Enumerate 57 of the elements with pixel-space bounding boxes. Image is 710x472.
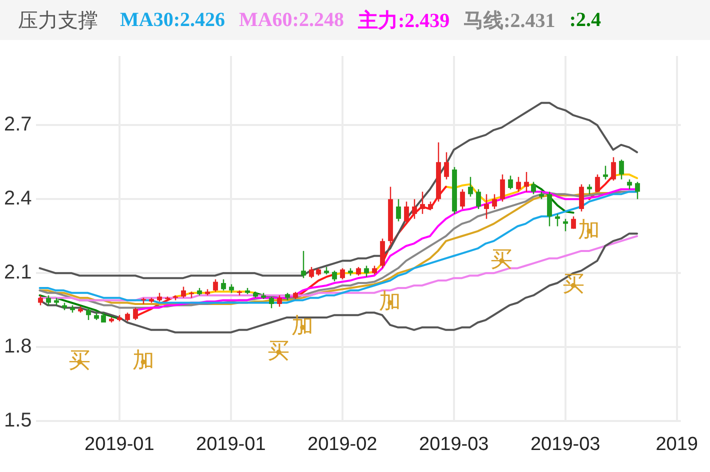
candlestick bbox=[571, 216, 576, 230]
candlestick bbox=[181, 286, 186, 298]
candlestick bbox=[213, 278, 218, 292]
candlestick bbox=[547, 191, 552, 227]
x-tick-label: 2019-01 bbox=[196, 434, 266, 455]
x-tick-label: 2019-01 bbox=[84, 434, 154, 455]
text: :2.4 bbox=[569, 8, 601, 32]
candlestick bbox=[524, 171, 529, 192]
candlestick bbox=[404, 200, 409, 224]
candlestick bbox=[86, 307, 91, 321]
candlestick bbox=[611, 156, 616, 182]
text: MA60:2.248 bbox=[238, 8, 344, 32]
candlestick bbox=[277, 294, 282, 308]
candlestick bbox=[635, 181, 640, 200]
candlestick bbox=[484, 194, 489, 220]
candlestick bbox=[444, 152, 449, 180]
candlestick bbox=[301, 250, 306, 279]
y-tick-label: 2.1 bbox=[4, 262, 32, 284]
text: 马线:2.431 bbox=[464, 8, 556, 34]
x-tick-label: 2019-03 bbox=[530, 434, 600, 455]
candlestick bbox=[476, 188, 481, 210]
candlestick bbox=[619, 159, 624, 180]
candlestick bbox=[309, 266, 314, 279]
candlestick bbox=[38, 294, 43, 306]
candlestick bbox=[555, 213, 560, 227]
candlestick bbox=[508, 175, 513, 190]
candlestick bbox=[133, 307, 138, 321]
y-tick-label: 1.8 bbox=[4, 336, 32, 358]
candlestick bbox=[531, 181, 536, 195]
candlestick bbox=[396, 198, 401, 222]
candlestick bbox=[412, 198, 417, 220]
candlestick bbox=[340, 268, 345, 280]
x-tick-label: 2019-03 bbox=[419, 434, 489, 455]
chart-title: 压力支撑 bbox=[18, 8, 98, 34]
candlestick bbox=[364, 265, 369, 278]
y-tick-label: 1.5 bbox=[4, 410, 32, 432]
candlestick bbox=[332, 270, 337, 282]
candlestick bbox=[492, 194, 497, 210]
candlestick bbox=[269, 296, 274, 309]
candlestick bbox=[500, 174, 505, 202]
candlestick bbox=[46, 294, 51, 306]
text: MA30:2.426 bbox=[120, 8, 225, 32]
candlestick bbox=[420, 191, 425, 215]
x-tick-label: 2019-02 bbox=[308, 434, 378, 455]
text: 主力:2.439 bbox=[358, 8, 450, 34]
x-tick-label: 2019 bbox=[656, 434, 698, 455]
y-tick-label: 2.7 bbox=[4, 114, 32, 136]
candlestick bbox=[595, 174, 600, 192]
candlestick bbox=[221, 278, 226, 292]
candlestick bbox=[627, 178, 632, 190]
candlestick bbox=[579, 184, 584, 212]
y-tick-label: 2.4 bbox=[4, 188, 32, 210]
candlestick bbox=[563, 218, 568, 232]
candlestick bbox=[468, 176, 473, 198]
candlestick bbox=[516, 176, 521, 192]
candlestick bbox=[460, 188, 465, 210]
candlestick bbox=[603, 165, 608, 180]
